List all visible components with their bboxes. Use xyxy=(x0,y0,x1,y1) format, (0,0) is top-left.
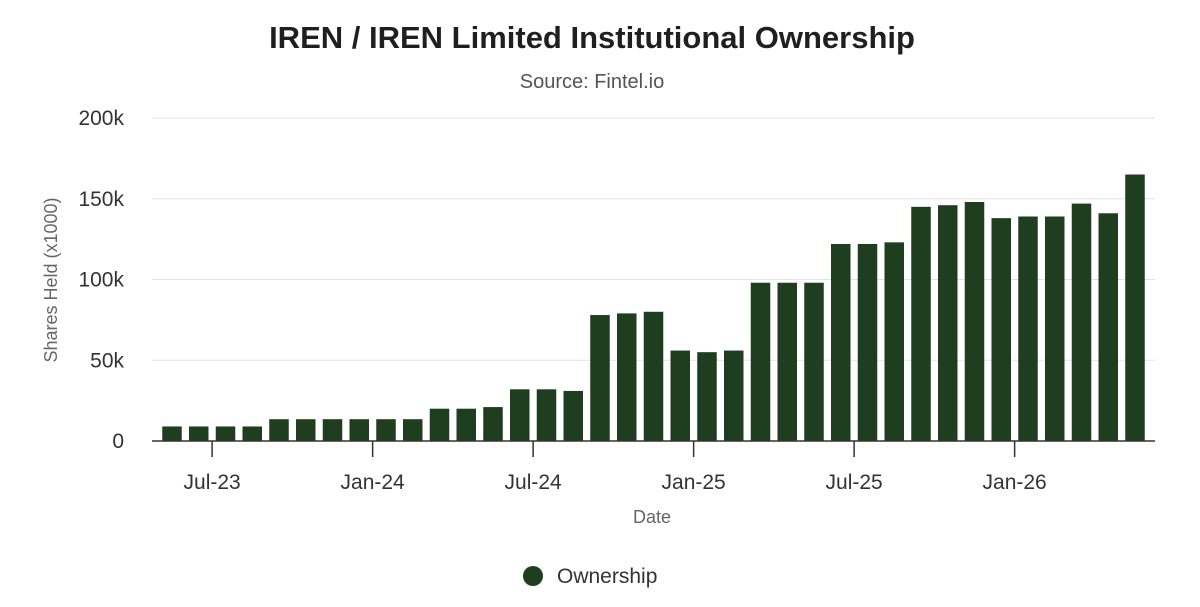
x-axis-label: Date xyxy=(633,507,671,527)
x-axis-ticks: Jul-23 Jan-24 Jul-24 Jan-25 Jul-25 Jan-26 xyxy=(184,441,1047,494)
x-tick-label: Jul-25 xyxy=(826,471,883,494)
x-tick-label: Jan-26 xyxy=(983,471,1047,494)
bar xyxy=(777,282,797,441)
bars xyxy=(162,174,1145,441)
x-tick-label: Jul-24 xyxy=(505,471,563,494)
y-tick-label: 0 xyxy=(112,430,124,453)
bar xyxy=(269,419,289,441)
bar xyxy=(724,350,744,441)
x-tick-label: Jan-25 xyxy=(662,471,726,494)
bar xyxy=(884,242,904,441)
legend-label: Ownership xyxy=(557,565,657,588)
bar xyxy=(510,389,530,441)
bar xyxy=(911,206,931,441)
bar xyxy=(1018,216,1038,441)
bar xyxy=(617,313,637,441)
x-tick-label: Jan-24 xyxy=(341,471,406,494)
bar xyxy=(964,201,985,441)
y-axis-ticks: 0 50k 100k 150k 200k xyxy=(78,107,124,453)
bar xyxy=(403,419,423,441)
bar xyxy=(750,282,771,441)
bar xyxy=(242,426,262,441)
bar xyxy=(1098,213,1118,441)
bar xyxy=(563,390,583,441)
bar xyxy=(938,205,958,441)
bar xyxy=(189,426,209,441)
x-tick-label: Jul-23 xyxy=(184,471,241,494)
bar xyxy=(456,408,476,441)
bar xyxy=(831,243,851,441)
y-axis-label: Shares Held (x1000) xyxy=(41,197,61,362)
y-tick-label: 100k xyxy=(78,269,124,292)
chart-subtitle: Source: Fintel.io xyxy=(520,71,665,93)
bar xyxy=(296,419,316,441)
bar xyxy=(536,389,557,441)
chart-title: IREN / IREN Limited Institutional Owners… xyxy=(269,20,915,55)
bar xyxy=(1071,203,1092,441)
bar xyxy=(697,352,717,441)
bar xyxy=(670,350,690,441)
bar xyxy=(429,408,450,441)
bar xyxy=(376,419,396,441)
bar xyxy=(215,426,236,441)
bar xyxy=(162,426,182,441)
legend[interactable]: Ownership xyxy=(523,565,657,588)
bar xyxy=(804,282,824,441)
bar xyxy=(322,419,343,441)
bar xyxy=(349,419,369,441)
bar xyxy=(590,315,610,441)
bar xyxy=(643,311,664,441)
bar xyxy=(991,218,1011,441)
y-tick-label: 50k xyxy=(90,349,124,372)
y-tick-label: 150k xyxy=(78,188,124,211)
bar xyxy=(857,243,878,441)
y-tick-label: 200k xyxy=(78,107,124,130)
bar xyxy=(1045,216,1065,441)
legend-marker xyxy=(523,566,543,586)
bar xyxy=(1125,174,1145,441)
bar xyxy=(483,407,503,441)
